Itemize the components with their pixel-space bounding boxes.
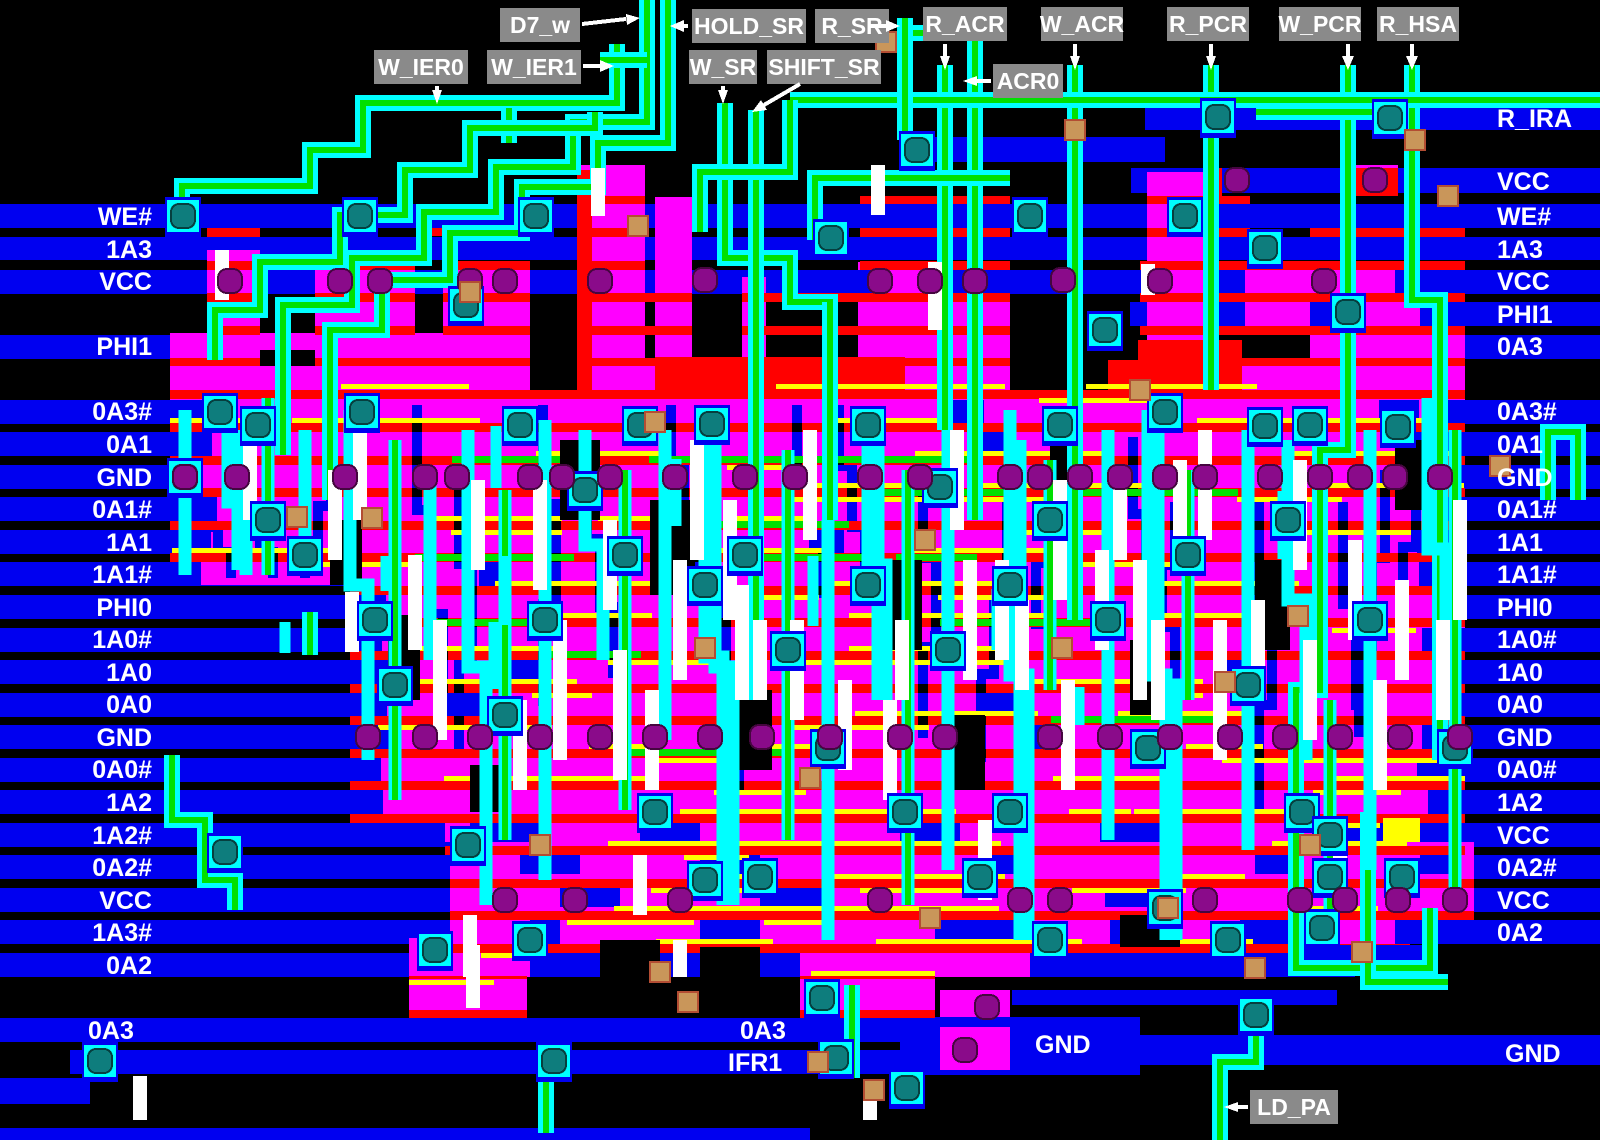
svg-text:0A3#: 0A3#: [92, 398, 152, 426]
svg-text:D7_w: D7_w: [510, 12, 570, 38]
svg-text:1A2: 1A2: [106, 789, 152, 817]
svg-text:GND: GND: [96, 724, 152, 752]
svg-text:W_SR: W_SR: [690, 54, 757, 80]
svg-text:W_ACR: W_ACR: [1040, 11, 1125, 37]
svg-text:PHI1: PHI1: [1497, 301, 1553, 329]
svg-text:1A0: 1A0: [1497, 659, 1543, 687]
svg-text:0A0: 0A0: [1497, 691, 1543, 719]
svg-text:0A2#: 0A2#: [1497, 854, 1557, 882]
svg-text:0A1: 0A1: [106, 431, 152, 459]
svg-text:WE#: WE#: [1497, 203, 1551, 231]
svg-text:PHI1: PHI1: [96, 333, 152, 361]
svg-text:1A0#: 1A0#: [92, 626, 152, 654]
svg-text:1A0: 1A0: [106, 659, 152, 687]
svg-text:0A0#: 0A0#: [1497, 756, 1557, 784]
svg-text:VCC: VCC: [99, 268, 152, 296]
svg-text:R_IRA: R_IRA: [1497, 105, 1572, 133]
svg-text:0A3: 0A3: [1497, 333, 1543, 361]
svg-text:PHI0: PHI0: [96, 594, 152, 622]
svg-text:1A0#: 1A0#: [1497, 626, 1557, 654]
svg-text:VCC: VCC: [1497, 168, 1550, 196]
svg-text:1A2: 1A2: [1497, 789, 1543, 817]
svg-text:0A1: 0A1: [1497, 431, 1543, 459]
svg-text:1A2#: 1A2#: [92, 822, 152, 850]
svg-text:0A3: 0A3: [740, 1017, 786, 1045]
svg-text:GND: GND: [1497, 464, 1553, 492]
svg-text:1A1: 1A1: [106, 529, 152, 557]
svg-text:R_HSA: R_HSA: [1379, 11, 1457, 37]
svg-text:GND: GND: [96, 464, 152, 492]
svg-text:HOLD_SR: HOLD_SR: [694, 13, 804, 39]
svg-text:VCC: VCC: [1497, 268, 1550, 296]
svg-text:0A0: 0A0: [106, 691, 152, 719]
svg-text:0A3#: 0A3#: [1497, 398, 1557, 426]
svg-text:ACR0: ACR0: [997, 68, 1060, 94]
svg-text:R_PCR: R_PCR: [1169, 11, 1247, 37]
svg-text:R_ACR: R_ACR: [925, 11, 1005, 37]
svg-text:0A2: 0A2: [1497, 919, 1543, 947]
svg-text:1A3: 1A3: [106, 236, 152, 264]
svg-text:1A1: 1A1: [1497, 529, 1543, 557]
svg-text:W_IER0: W_IER0: [378, 54, 464, 80]
svg-text:0A2: 0A2: [106, 952, 152, 980]
svg-text:LD_PA: LD_PA: [1257, 1094, 1331, 1120]
svg-text:W_IER1: W_IER1: [491, 54, 577, 80]
svg-text:WE#: WE#: [98, 203, 152, 231]
svg-text:1A1#: 1A1#: [92, 561, 152, 589]
svg-text:VCC: VCC: [1497, 887, 1550, 915]
svg-text:GND: GND: [1505, 1040, 1561, 1068]
svg-text:PHI0: PHI0: [1497, 594, 1553, 622]
svg-text:0A1#: 0A1#: [92, 496, 152, 524]
svg-text:0A0#: 0A0#: [92, 756, 152, 784]
svg-text:0A1#: 0A1#: [1497, 496, 1557, 524]
svg-text:SHIFT_SR: SHIFT_SR: [768, 54, 880, 80]
svg-text:0A2#: 0A2#: [92, 854, 152, 882]
svg-text:VCC: VCC: [1497, 822, 1550, 850]
svg-text:VCC: VCC: [99, 887, 152, 915]
svg-text:1A3#: 1A3#: [92, 919, 152, 947]
svg-text:IFR1: IFR1: [728, 1049, 782, 1077]
svg-text:GND: GND: [1497, 724, 1553, 752]
svg-text:GND: GND: [1035, 1031, 1091, 1059]
svg-text:W_PCR: W_PCR: [1278, 11, 1361, 37]
svg-text:1A1#: 1A1#: [1497, 561, 1557, 589]
svg-text:1A3: 1A3: [1497, 236, 1543, 264]
svg-text:0A3: 0A3: [88, 1017, 134, 1045]
